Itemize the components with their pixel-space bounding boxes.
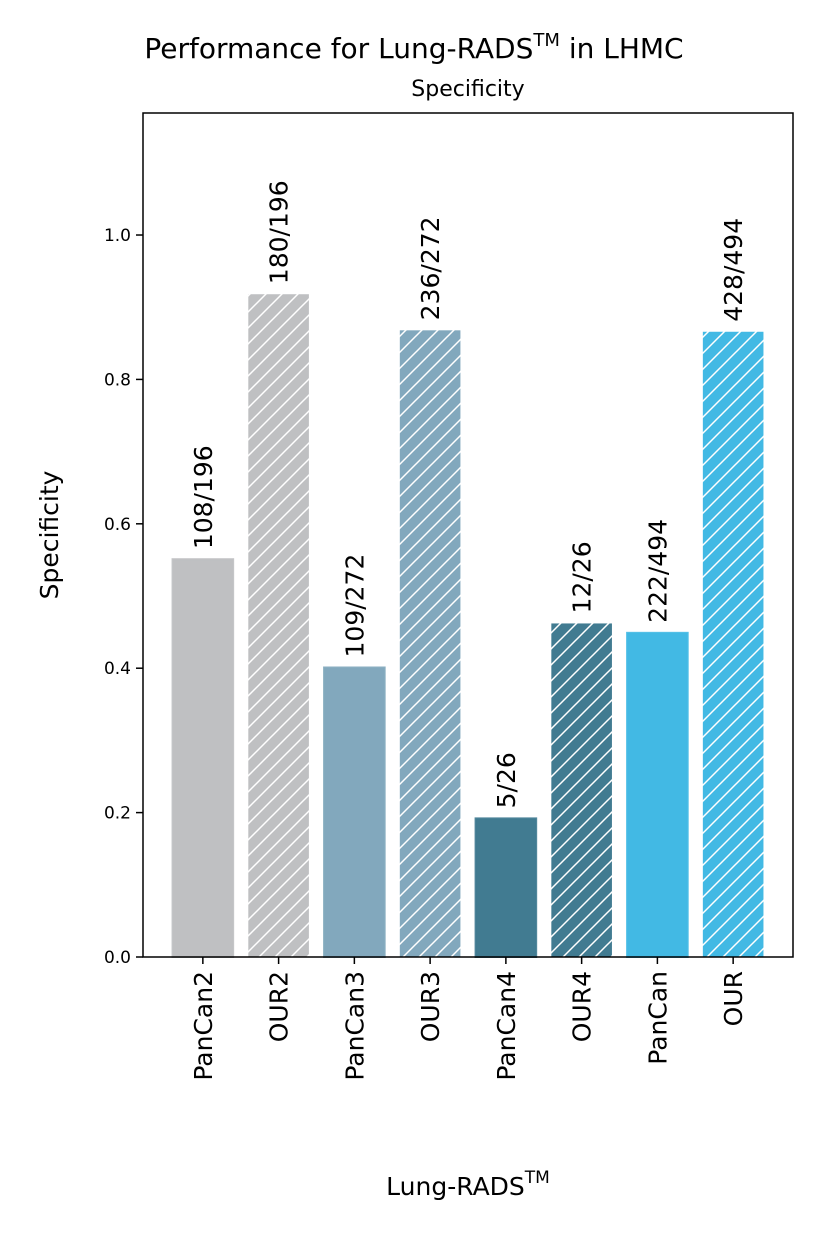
x-tick-label: OUR: [719, 971, 748, 1026]
bar: [323, 666, 386, 959]
value-label: 180/196: [265, 180, 294, 284]
title-superscript: TM: [532, 30, 560, 51]
x-tick-label: PanCan: [643, 971, 672, 1065]
x-axis-label: Lung-RADSTM: [386, 1168, 550, 1201]
value-label: 108/196: [189, 445, 218, 549]
value-label: 109/272: [340, 554, 369, 658]
title-text: in LHMC: [560, 32, 684, 65]
value-label: 222/494: [643, 519, 672, 623]
title-text: Performance for Lung-RADS: [144, 32, 533, 65]
bar: [702, 331, 764, 957]
x-tick-label: PanCan2: [189, 971, 218, 1081]
bar: [399, 330, 461, 957]
value-label: 5/26: [492, 752, 521, 808]
y-tick-label: 0.4: [104, 659, 131, 679]
value-label: 236/272: [416, 216, 445, 320]
y-axis-label: Specificity: [35, 470, 64, 599]
subtitle: Specificity: [411, 77, 524, 102]
x-tick-label: OUR4: [568, 971, 597, 1042]
x-tick-label: OUR2: [265, 971, 294, 1042]
y-tick-label: 0.2: [104, 804, 131, 824]
chart-title: Performance for Lung-RADSTM in LHMC: [144, 30, 683, 65]
y-tick-label: 0.0: [104, 948, 131, 968]
value-label: 428/494: [719, 218, 748, 322]
y-tick-label: 1.0: [104, 226, 131, 246]
bar: [474, 817, 538, 959]
x-tick-label: PanCan3: [340, 971, 369, 1081]
x-label-superscript: TM: [524, 1168, 550, 1188]
bar: [551, 623, 612, 957]
bar: [248, 294, 309, 957]
value-label: 12/26: [568, 541, 597, 613]
bar: [626, 631, 689, 958]
y-tick-label: 0.6: [104, 515, 131, 535]
x-tick-label: PanCan4: [492, 971, 521, 1081]
plot-frame: [142, 112, 794, 958]
bar: [171, 558, 235, 958]
y-tick-label: 0.8: [104, 370, 131, 390]
x-tick-label: OUR3: [416, 971, 445, 1042]
x-label-text: Lung-RADS: [386, 1172, 525, 1201]
